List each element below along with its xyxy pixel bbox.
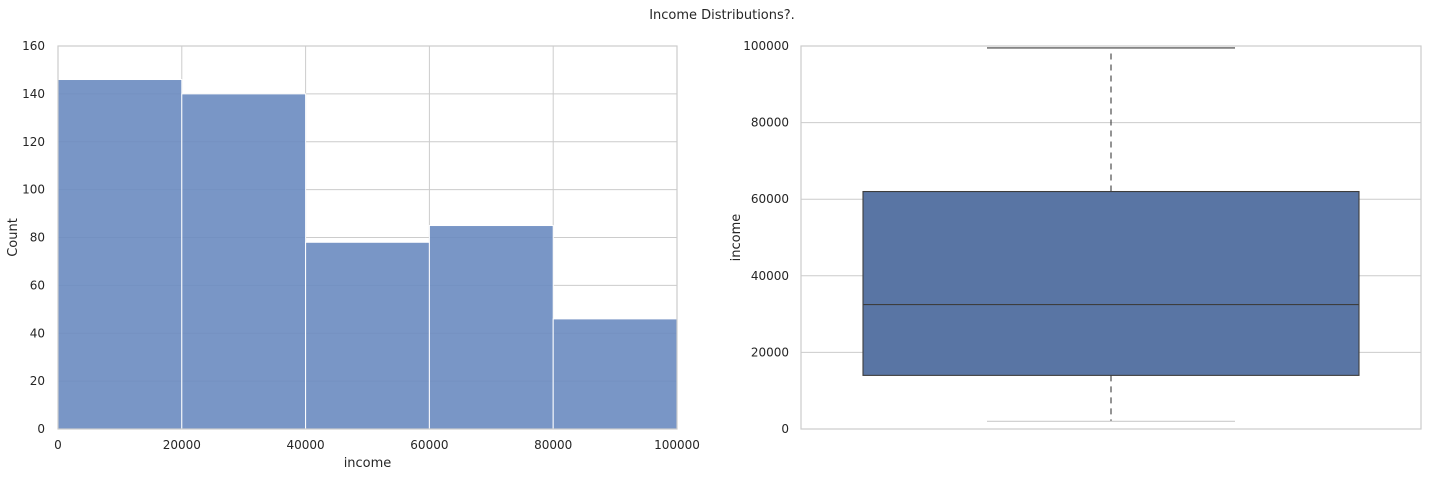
histogram-y-tick-label: 0	[37, 422, 45, 436]
boxplot-y-tick-label: 80000	[751, 116, 789, 130]
boxplot-y-tick-label: 0	[781, 422, 789, 436]
boxplot-y-tick-labels: 0 20000 40000 60000 80000 100000	[743, 39, 789, 436]
histogram-y-tick-label: 20	[30, 374, 45, 388]
histogram-y-tick-label: 160	[22, 39, 45, 53]
histogram-x-tick-labels: 0 20000 40000 60000 80000 100000	[54, 438, 700, 452]
histogram-y-tick-label: 140	[22, 87, 45, 101]
histogram-bar	[552, 318, 678, 430]
histogram-bar	[181, 93, 307, 430]
boxplot-y-tick-label: 100000	[743, 39, 789, 53]
histogram-x-tick-label: 0	[54, 438, 62, 452]
histogram-y-axis-label: Count	[6, 218, 21, 257]
boxplot-marks	[862, 47, 1360, 422]
histogram-y-tick-label: 120	[22, 135, 45, 149]
boxplot-y-tick-label: 60000	[751, 192, 789, 206]
boxplot-y-tick-label: 20000	[751, 345, 789, 359]
boxplot-y-axis-label: income	[729, 214, 744, 262]
histogram-y-tick-label: 100	[22, 183, 45, 197]
boxplot-y-tick-label: 40000	[751, 269, 789, 283]
histogram-x-tick-label: 60000	[410, 438, 448, 452]
histogram-y-tick-labels: 0 20 40 60 80 100 120 140 160	[22, 39, 45, 436]
histogram-frame	[57, 45, 678, 430]
figure-title: Income Distributions?.	[649, 8, 795, 23]
histogram-bar	[305, 241, 430, 430]
histogram-x-tick-label: 80000	[534, 438, 572, 452]
box-iqr	[862, 190, 1360, 376]
histogram-bar	[57, 79, 183, 430]
histogram-y-tick-label: 40	[30, 326, 45, 340]
histogram-x-tick-label: 100000	[654, 438, 700, 452]
histogram-x-tick-label: 20000	[163, 438, 201, 452]
histogram-panel: 0 20 40 60 80 100 120 140 160 0 20000 40000 60000 80…	[6, 39, 700, 471]
histogram-bar	[428, 225, 554, 430]
histogram-x-axis-label: income	[344, 456, 392, 471]
histogram-y-tick-label: 80	[30, 231, 45, 245]
histogram-bars	[57, 79, 678, 430]
histogram-x-tick-label: 40000	[287, 438, 325, 452]
boxplot-frame	[800, 45, 1422, 430]
histogram-y-tick-label: 60	[30, 278, 45, 292]
boxplot-panel: 0 20000 40000 60000 80000 100000 income	[729, 39, 1422, 436]
